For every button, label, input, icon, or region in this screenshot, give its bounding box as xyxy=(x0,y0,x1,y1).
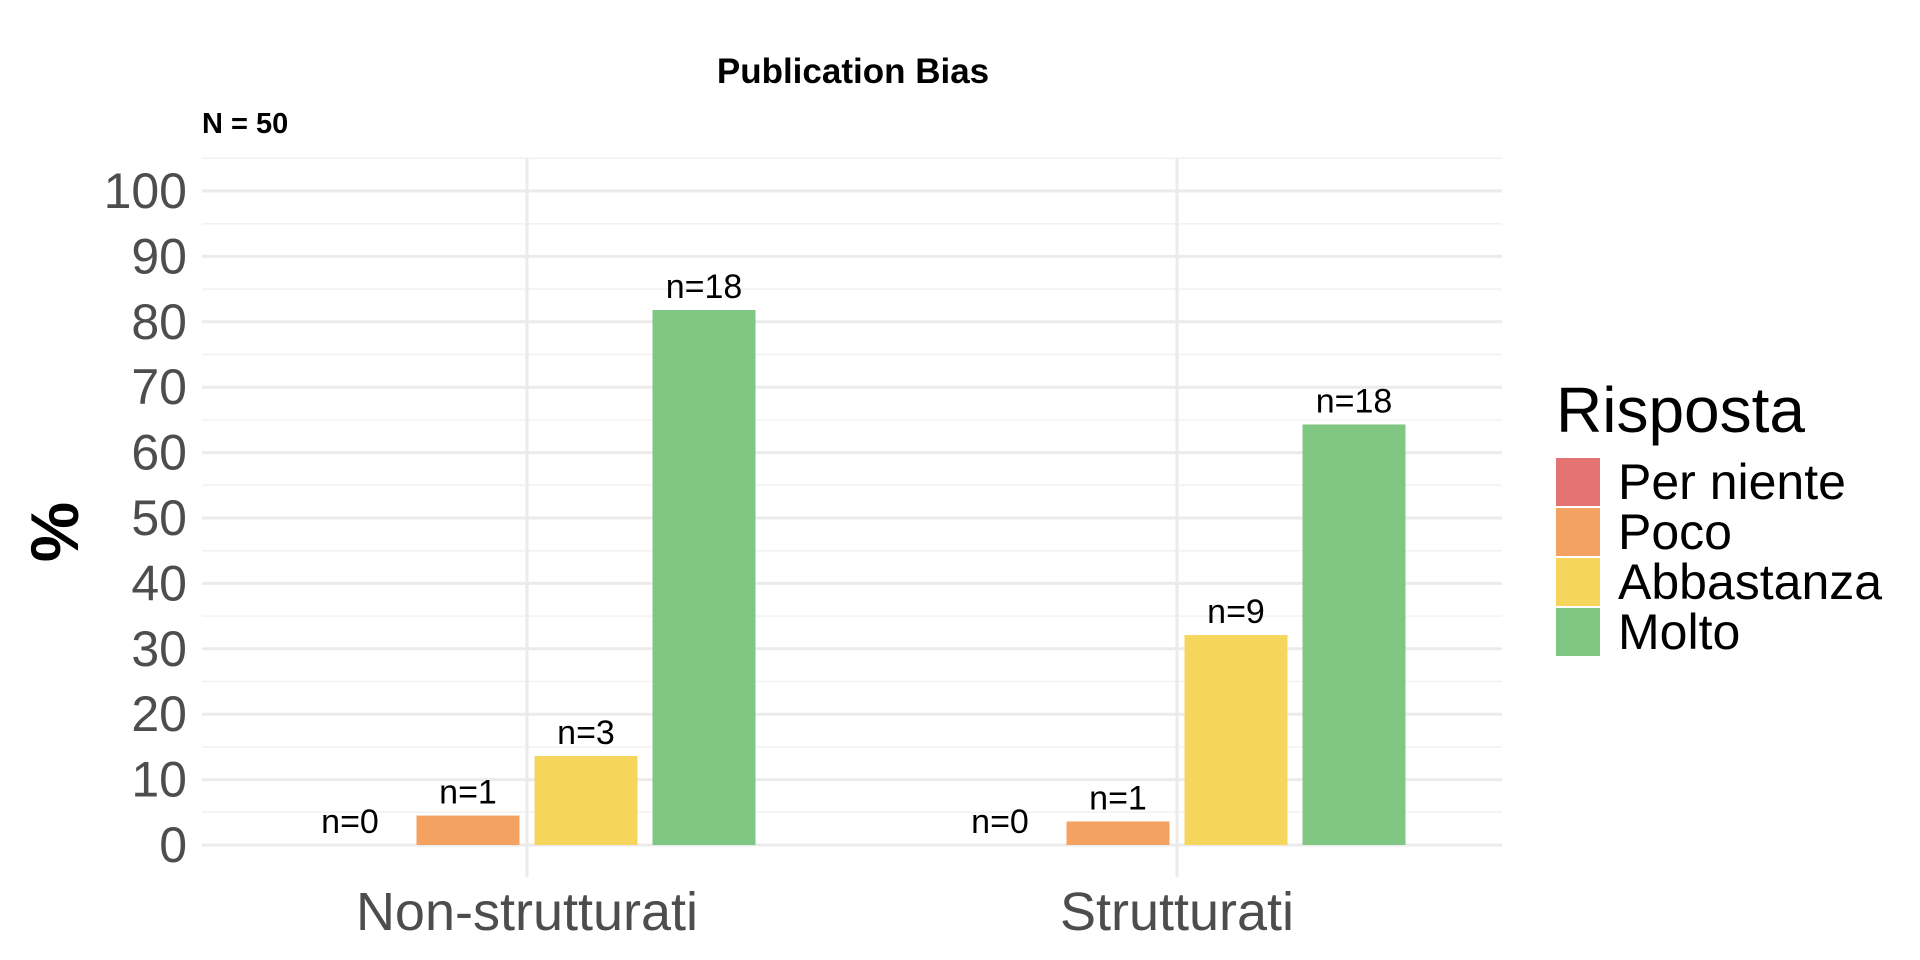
bar-poco xyxy=(1066,821,1170,845)
bar-abbastanza xyxy=(1184,635,1288,845)
y-tick-label: 40 xyxy=(131,555,187,611)
bar-molto xyxy=(1302,424,1406,845)
chart-subtitle: N = 50 xyxy=(202,108,288,140)
legend-swatch xyxy=(1556,508,1600,556)
legend-label: Per niente xyxy=(1618,454,1846,510)
x-axis-ticks: Non-strutturati Strutturati xyxy=(356,882,1294,942)
legend-label: Molto xyxy=(1618,604,1740,660)
y-tick-label: 20 xyxy=(131,686,187,742)
legend-swatch xyxy=(1556,458,1600,506)
y-tick-label: 60 xyxy=(131,425,187,481)
x-tick-label: Strutturati xyxy=(1060,882,1294,942)
y-tick-label: 10 xyxy=(131,752,187,808)
x-tick-label: Non-strutturati xyxy=(356,882,698,942)
legend-swatch xyxy=(1556,608,1600,656)
bar-molto xyxy=(652,310,756,845)
y-axis-label: % xyxy=(17,502,93,562)
y-tick-label: 90 xyxy=(131,228,187,284)
chart-title: Publication Bias xyxy=(717,52,989,91)
bar-data-label: n=3 xyxy=(557,714,615,752)
bars-layer xyxy=(416,310,1406,845)
legend-label: Abbastanza xyxy=(1618,554,1882,610)
bar-data-label: n=0 xyxy=(321,803,379,841)
y-tick-label: 80 xyxy=(131,294,187,350)
bar-data-label: n=18 xyxy=(1316,382,1393,420)
bar-data-label: n=1 xyxy=(439,774,497,812)
legend-swatch xyxy=(1556,558,1600,606)
bar-data-label: n=0 xyxy=(971,803,1029,841)
y-tick-label: 70 xyxy=(131,359,187,415)
y-tick-label: 30 xyxy=(131,621,187,677)
bar-data-label: n=9 xyxy=(1207,593,1265,631)
bar-abbastanza xyxy=(534,756,638,845)
bar-poco xyxy=(416,815,520,845)
legend-title: Risposta xyxy=(1556,374,1805,446)
y-tick-label: 50 xyxy=(131,490,187,546)
y-axis-ticks: 0 10 20 30 40 50 60 70 80 90 100 xyxy=(104,163,187,873)
bar-data-label: n=18 xyxy=(666,268,743,306)
legend-label: Poco xyxy=(1618,504,1732,560)
bar-labels-layer: n=0 n=0 n=1 n=1 n=3 n=9 n=18 n=18 xyxy=(321,268,1392,841)
y-tick-label: 100 xyxy=(104,163,187,219)
y-tick-label: 0 xyxy=(159,817,187,873)
bar-data-label: n=1 xyxy=(1089,779,1147,817)
